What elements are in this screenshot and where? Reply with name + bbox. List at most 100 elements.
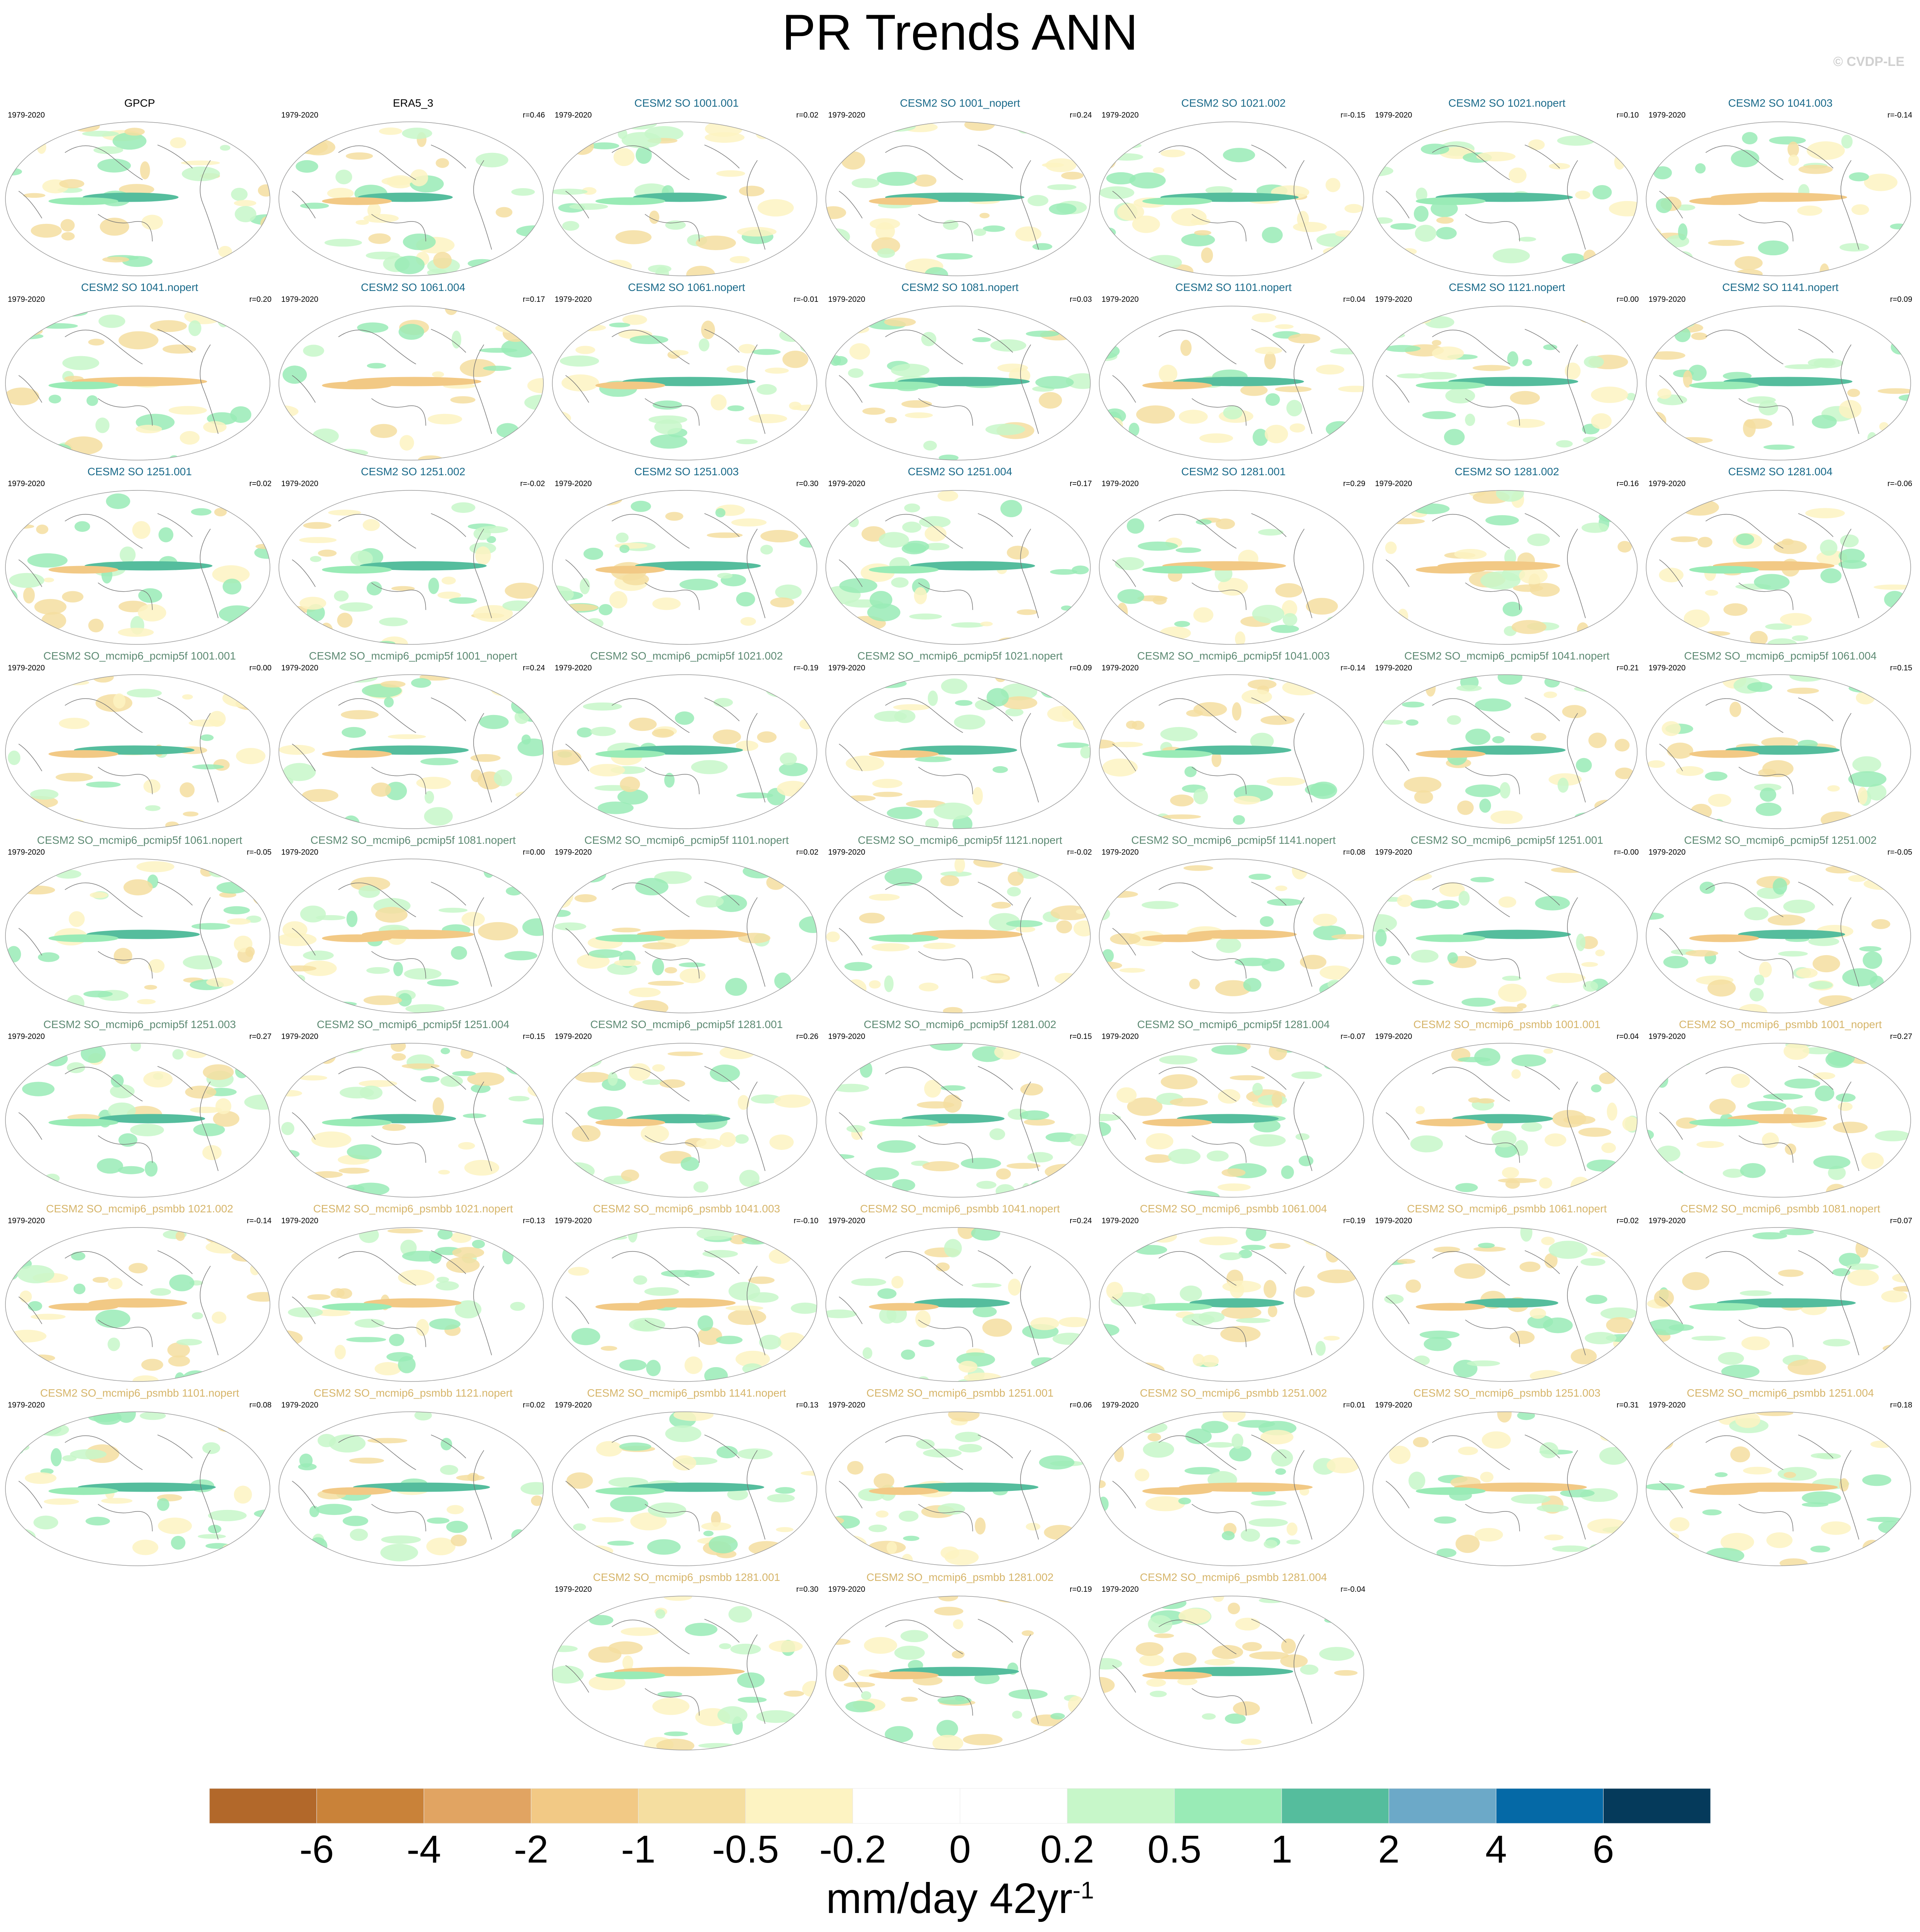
- drying-trend-region: [203, 421, 227, 433]
- trend-map: [825, 121, 1091, 276]
- drying-trend-region: [1119, 968, 1145, 973]
- drying-trend-region: [185, 1085, 216, 1099]
- drying-trend-region: [1457, 800, 1474, 815]
- wetting-trend-region: [1057, 742, 1089, 748]
- wetting-trend-region: [486, 536, 496, 543]
- wetting-trend-region: [145, 1161, 158, 1177]
- colorbar-tick-label: 2: [1378, 1828, 1400, 1871]
- panel-pattern-correlation: r=0.24: [1069, 111, 1092, 119]
- drying-trend-region: [713, 729, 741, 744]
- wetting-trend-region: [877, 248, 895, 258]
- wetting-trend-region: [1653, 166, 1672, 180]
- drying-trend-region: [1136, 405, 1175, 424]
- drying-trend-region: [726, 365, 746, 373]
- globe-outline: [1372, 490, 1638, 645]
- trend-map: [278, 490, 544, 645]
- wetting-trend-region: [884, 975, 894, 992]
- coastline: [1112, 513, 1313, 618]
- wetting-trend-region: [1035, 376, 1074, 389]
- wetting-trend-region: [699, 338, 709, 351]
- drying-trend-region: [1232, 702, 1242, 721]
- wetting-trend-region: [616, 532, 629, 543]
- coastline: [1112, 144, 1313, 250]
- panel-period: 1979-2020: [1102, 111, 1139, 119]
- drying-trend-region: [1131, 720, 1145, 730]
- drying-trend-region: [1787, 141, 1799, 157]
- drying-trend-region: [731, 518, 767, 527]
- wetting-trend-region: [1138, 541, 1178, 551]
- wetting-trend-region: [222, 578, 242, 595]
- wetting-trend-region: [346, 911, 358, 927]
- drying-trend-region: [1189, 978, 1200, 989]
- wetting-trend-region: [577, 727, 592, 737]
- drying-trend-region: [1264, 424, 1288, 443]
- drying-trend-region: [346, 152, 373, 160]
- wetting-trend-region: [1447, 952, 1458, 964]
- drying-trend-region: [391, 586, 415, 591]
- drying-trend-region: [609, 591, 628, 609]
- drying-trend-region: [552, 749, 581, 765]
- wetting-trend-region: [652, 958, 664, 975]
- wetting-trend-region: [1465, 414, 1475, 426]
- panel-title: CESM2 SO_mcmip6_pcmip5f 1041.003: [1137, 650, 1330, 662]
- drying-trend-region: [43, 577, 54, 583]
- panel-period: 1979-2020: [555, 1032, 592, 1041]
- wetting-trend-region: [1184, 766, 1197, 777]
- wetting-trend-region: [1456, 685, 1482, 692]
- wetting-trend-region: [851, 178, 880, 188]
- globe-outline: [1099, 859, 1364, 1013]
- wetting-trend-region: [1731, 149, 1759, 168]
- globe-outline: [552, 859, 817, 1013]
- panel-pattern-correlation: r=-0.14: [1887, 111, 1912, 119]
- wetting-trend-region: [138, 588, 163, 603]
- panel-title: ERA5_3: [393, 97, 434, 109]
- wetting-trend-region: [1382, 720, 1403, 725]
- globe-outline: [1372, 121, 1638, 276]
- trend-map: [5, 490, 270, 645]
- drying-trend-region: [1316, 364, 1344, 375]
- wetting-trend-region: [404, 968, 442, 980]
- wetting-trend-region: [440, 1047, 450, 1054]
- wetting-trend-region: [736, 439, 758, 445]
- panel-title: CESM2 SO_mcmip6_pcmip5f 1251.003: [43, 1018, 236, 1030]
- panel-period: 1979-2020: [1375, 295, 1412, 304]
- drying-trend-region: [143, 779, 161, 793]
- drying-trend-region: [669, 350, 689, 355]
- wetting-trend-region: [98, 314, 125, 328]
- drying-trend-region: [299, 1075, 327, 1081]
- wetting-trend-region: [909, 613, 942, 620]
- wetting-trend-region: [1485, 515, 1519, 526]
- colorbar-bin: [1174, 1788, 1282, 1824]
- drying-trend-region: [964, 122, 995, 131]
- drying-trend-region: [1517, 1003, 1527, 1009]
- wetting-trend-region: [588, 949, 623, 958]
- drying-trend-region: [303, 522, 332, 529]
- wetting-trend-region: [1193, 788, 1208, 805]
- wetting-trend-region: [1783, 899, 1815, 914]
- drying-trend-region: [667, 1051, 703, 1056]
- drying-trend-region: [1264, 351, 1276, 369]
- wetting-trend-region: [477, 526, 509, 533]
- wetting-trend-region: [1174, 621, 1190, 627]
- drying-trend-region: [1255, 346, 1282, 355]
- panel-period: 1979-2020: [1102, 295, 1139, 304]
- drying-trend-region: [1519, 567, 1548, 584]
- globe-outline: [5, 1043, 270, 1198]
- map-panel: CESM2 SO 1251.003 1979-2020 r=0.30: [551, 466, 822, 648]
- drying-trend-region: [1848, 875, 1867, 882]
- wetting-trend-region: [1447, 715, 1461, 725]
- drying-trend-region: [849, 343, 870, 360]
- wetting-trend-region: [552, 189, 588, 195]
- wetting-trend-region: [403, 233, 436, 250]
- drying-trend-region: [1667, 743, 1693, 759]
- wetting-trend-region: [1678, 223, 1688, 241]
- drying-trend-region: [113, 693, 126, 709]
- drying-trend-region: [1671, 536, 1699, 542]
- coastline: [1659, 697, 1859, 803]
- trend-map: [278, 306, 544, 460]
- drying-trend-region: [1591, 413, 1612, 429]
- map-panel: CESM2 SO_mcmip6_pcmip5f 1081.nopert 1979-…: [277, 834, 549, 1016]
- wetting-trend-region: [619, 545, 630, 553]
- wetting-trend-region: [1479, 798, 1491, 813]
- colorbar-units: mm/day 42yr-1: [0, 1874, 1920, 1923]
